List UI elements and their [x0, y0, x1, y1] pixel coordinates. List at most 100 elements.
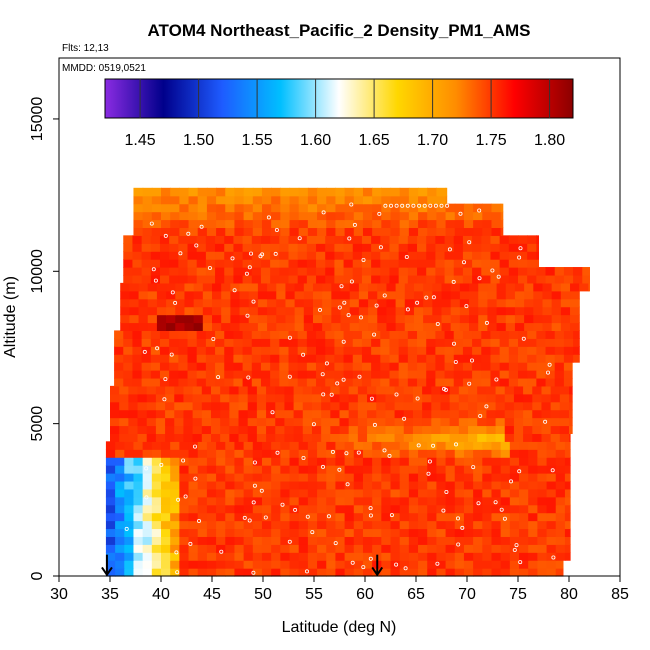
density-cell: [206, 457, 217, 466]
density-cell: [417, 338, 427, 347]
density-cell: [462, 377, 473, 387]
density-cell: [243, 449, 254, 458]
density-cell: [436, 504, 447, 514]
density-cell: [361, 377, 372, 387]
density-cell: [482, 473, 493, 482]
observation-point: [301, 455, 306, 460]
density-cell: [321, 433, 331, 442]
observation-point: [297, 236, 302, 241]
density-cell: [381, 211, 392, 221]
density-cell: [316, 243, 326, 252]
density-cell: [436, 465, 447, 474]
density-cell: [422, 393, 432, 403]
density-cell: [105, 488, 116, 498]
density-cell: [210, 417, 221, 427]
density-cell: [518, 267, 528, 276]
density-cell: [306, 259, 317, 268]
density-cell: [307, 568, 318, 577]
density-cell: [445, 496, 456, 506]
density-cell: [389, 338, 400, 347]
density-cell: [307, 544, 318, 553]
density-cell: [454, 457, 465, 466]
density-cell: [386, 282, 397, 292]
density-cell: [307, 187, 318, 197]
density-cell: [266, 393, 276, 403]
density-cell: [473, 480, 483, 490]
density-cell: [147, 322, 158, 331]
density-cell: [178, 338, 189, 347]
density-cell: [115, 536, 125, 545]
density-cell: [407, 354, 418, 363]
density-cell: [358, 290, 369, 300]
density-cell: [426, 370, 436, 379]
density-cell: [215, 377, 225, 387]
observation-point: [447, 247, 452, 252]
density-cell: [289, 560, 300, 569]
density-cell: [216, 504, 226, 514]
density-cell: [527, 377, 537, 387]
density-cell: [206, 195, 217, 205]
observation-point: [394, 392, 399, 397]
observation-point: [411, 203, 416, 208]
density-cell: [537, 480, 548, 490]
density-cell: [508, 354, 519, 363]
density-cell: [220, 401, 230, 411]
density-cell: [170, 520, 180, 530]
density-cell: [279, 235, 290, 244]
density-cell: [508, 362, 519, 371]
density-cell: [344, 211, 355, 221]
observation-point: [175, 570, 180, 575]
density-cell: [468, 385, 478, 395]
density-cell: [528, 473, 538, 482]
density-cell: [513, 401, 524, 411]
density-cell: [499, 346, 510, 355]
density-cell: [463, 473, 474, 482]
density-cell: [519, 496, 529, 506]
density-cell: [312, 306, 323, 316]
density-cell: [335, 528, 346, 537]
density-cell: [559, 425, 570, 434]
density-cell: [436, 219, 447, 229]
density-cell: [174, 409, 185, 419]
density-cell: [243, 488, 254, 498]
density-cell: [560, 306, 571, 316]
density-cell: [257, 290, 268, 300]
observation-point: [444, 489, 449, 494]
density-cell: [344, 457, 355, 466]
density-cell: [482, 457, 493, 466]
density-cell: [528, 560, 538, 569]
density-cell: [124, 457, 135, 466]
density-cell: [508, 346, 519, 355]
density-cell: [555, 449, 566, 458]
density-cell: [343, 267, 354, 276]
density-cell: [555, 560, 564, 569]
observation-point: [467, 240, 472, 245]
density-cell: [161, 512, 171, 522]
density-cell: [399, 512, 410, 522]
density-cell: [155, 433, 166, 442]
density-cell: [445, 488, 456, 498]
density-cell: [458, 417, 469, 427]
density-cell: [546, 488, 557, 498]
density-cell: [317, 528, 327, 537]
observation-point: [193, 476, 198, 481]
density-cell: [271, 568, 281, 577]
density-cell: [499, 362, 510, 371]
density-cell: [251, 267, 262, 276]
density-cell: [124, 496, 135, 506]
density-cell: [311, 433, 322, 442]
density-cell: [234, 465, 245, 474]
density-cell: [436, 536, 447, 545]
density-cell: [399, 449, 410, 458]
density-cell: [335, 560, 346, 569]
density-cell: [284, 417, 295, 427]
density-cell: [331, 314, 342, 324]
density-cell: [161, 488, 171, 498]
observation-point: [378, 245, 383, 250]
density-cell: [500, 441, 511, 450]
density-cell: [234, 544, 245, 553]
density-cell: [210, 409, 221, 419]
density-cell: [588, 282, 590, 292]
density-cell: [197, 544, 208, 553]
x-tick-label: 70: [458, 586, 476, 603]
